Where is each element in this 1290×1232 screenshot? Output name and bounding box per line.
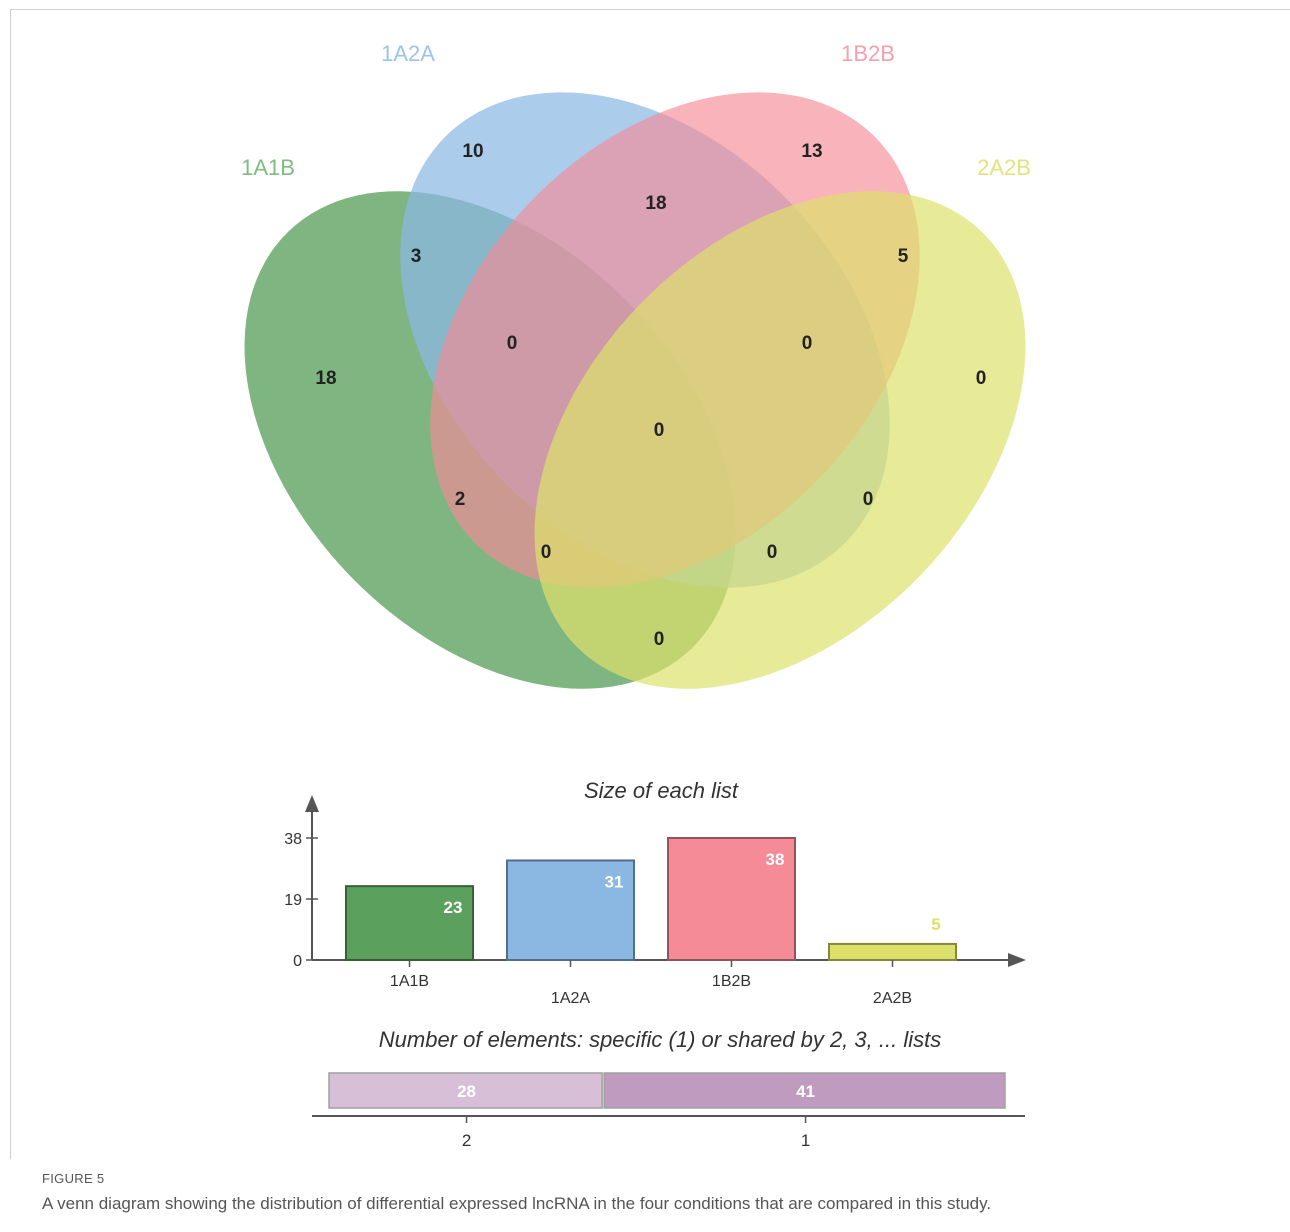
stack-value-label: 41: [796, 1082, 815, 1101]
shared-elements-chart: Number of elements: specific (1) or shar…: [312, 1027, 1025, 1150]
venn-set-label-1a2a: 1A2A: [381, 41, 435, 66]
figure-canvas: 1A1B 1A2A 1B2B 2A2B 18 10 13 0 3 18 5 0 …: [241, 41, 1031, 1150]
venn-set-label-1b2b: 1B2B: [841, 41, 895, 66]
shared-elements-chart-title: Number of elements: specific (1) or shar…: [379, 1027, 941, 1052]
venn-count-all-four: 0: [654, 420, 665, 441]
venn-count-only-1a2a: 10: [462, 141, 483, 162]
venn-diagram: 1A1B 1A2A 1B2B 2A2B 18 10 13 0 3 18 5 0 …: [241, 41, 1031, 689]
venn-count-1b2b-2a2b: 5: [898, 246, 909, 267]
x-tick-label: 2A2B: [873, 990, 912, 1007]
x-tick-label: 1B2B: [712, 973, 751, 990]
venn-count-1a2a-2a2b: 0: [863, 489, 874, 510]
bar-value-label: 38: [766, 850, 785, 869]
venn-count-1a1b-1a2a-1b2b: 0: [507, 333, 518, 354]
list-size-chart-title: Size of each list: [584, 778, 739, 803]
venn-count-only-1a1b: 18: [315, 368, 336, 389]
list-size-bars: 23 1A1B 31 1A2A 38 1B2B 5 2A2B: [345, 837, 957, 1007]
venn-count-1a1b-1b2b: 2: [455, 489, 466, 510]
figure-frame: [10, 9, 1290, 1159]
venn-count-1a1b-1a2a: 3: [411, 246, 422, 267]
x-tick-label: 1A2A: [551, 990, 590, 1007]
venn-count-only-1b2b: 13: [801, 141, 822, 162]
shared-elements-bars: 28 41: [328, 1072, 1006, 1109]
bar-1b2b: [667, 837, 796, 961]
bar-value-label: 31: [605, 872, 624, 891]
venn-ellipse-2a2b: [534, 191, 1026, 689]
y-tick-label: 0: [293, 953, 302, 970]
list-size-y-axis-arrow: [305, 795, 319, 812]
bar-value-label: 23: [444, 898, 463, 917]
venn-count-1a1b-1a2a-2a2b: 0: [767, 542, 778, 563]
figure-label: FIGURE 5: [42, 1171, 105, 1186]
stack-segment-1: [603, 1072, 1006, 1109]
venn-count-only-2a2b: 0: [976, 368, 987, 389]
venn-count-1a1b-1b2b-2a2b: 0: [541, 542, 552, 563]
venn-set-label-2a2b: 2A2B: [977, 155, 1031, 180]
stack-tick-label: 1: [801, 1131, 810, 1150]
y-tick-label: 19: [284, 892, 302, 909]
list-size-y-ticks: 0 19 38: [284, 831, 318, 970]
figure-caption: A venn diagram showing the distribution …: [42, 1194, 992, 1213]
bar-2a2b: [828, 942, 957, 962]
x-tick-label: 1A1B: [390, 973, 429, 990]
bar-value-label: 5: [931, 915, 940, 934]
list-size-x-axis-arrow: [1008, 953, 1026, 967]
venn-count-1a2a-1b2b: 18: [645, 193, 666, 214]
bar-1a2a: [506, 859, 635, 962]
venn-count-1a1b-2a2b: 0: [654, 629, 665, 650]
list-size-chart: Size of each list 0 19 38 23 1A1B 31 1A2A 38 1B…: [284, 778, 1026, 1007]
stack-value-label: 28: [457, 1082, 476, 1101]
stack-segment-2: [328, 1072, 603, 1109]
venn-set-label-1a1b: 1A1B: [241, 155, 295, 180]
venn-count-1a2a-1b2b-2a2b: 0: [802, 333, 813, 354]
y-tick-label: 38: [284, 831, 302, 848]
stack-tick-label: 2: [462, 1131, 471, 1150]
